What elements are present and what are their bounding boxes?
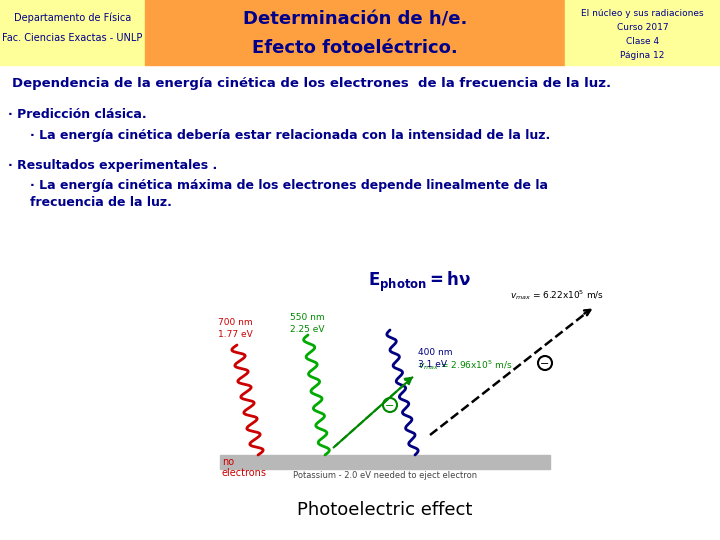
Text: electrons: electrons <box>222 468 267 478</box>
Text: frecuencia de la luz.: frecuencia de la luz. <box>30 195 172 208</box>
Text: El núcleo y sus radiaciones: El núcleo y sus radiaciones <box>581 9 704 17</box>
Text: Fac. Ciencias Exactas - UNLP: Fac. Ciencias Exactas - UNLP <box>2 33 143 43</box>
Text: 550 nm: 550 nm <box>290 313 325 322</box>
Text: Determinación de h/e.: Determinación de h/e. <box>243 11 467 29</box>
Bar <box>565 0 720 65</box>
Text: Departamento de Física: Departamento de Física <box>14 13 131 23</box>
Text: 1.77 eV: 1.77 eV <box>218 330 253 339</box>
Text: no: no <box>222 457 234 467</box>
Text: Clase 4: Clase 4 <box>626 37 659 45</box>
Bar <box>0 0 145 65</box>
Bar <box>220 455 550 469</box>
Text: Página 12: Página 12 <box>621 51 665 59</box>
Text: −: − <box>540 359 549 369</box>
Text: $v_{max}$ = 2.96x10$^5$ m/s: $v_{max}$ = 2.96x10$^5$ m/s <box>418 357 513 372</box>
Text: 700 nm: 700 nm <box>218 318 253 327</box>
Text: $v_{max}$ = 6.22x10$^5$ m/s: $v_{max}$ = 6.22x10$^5$ m/s <box>510 288 604 301</box>
Text: · La energía cinética máxima de los electrones depende linealmente de la: · La energía cinética máxima de los elec… <box>30 179 548 192</box>
Text: Curso 2017: Curso 2017 <box>617 23 668 31</box>
Text: · Predicción clásica.: · Predicción clásica. <box>8 109 147 122</box>
Text: · La energía cinética debería estar relacionada con la intensidad de la luz.: · La energía cinética debería estar rela… <box>30 129 550 141</box>
Text: 3.1 eV: 3.1 eV <box>418 360 447 369</box>
Text: Efecto fotoeléctrico.: Efecto fotoeléctrico. <box>252 39 458 57</box>
Bar <box>145 0 565 65</box>
Text: · Resultados experimentales .: · Resultados experimentales . <box>8 159 217 172</box>
Text: 400 nm: 400 nm <box>418 348 452 357</box>
Text: −: − <box>385 401 395 411</box>
Text: Photoelectric effect: Photoelectric effect <box>297 501 473 519</box>
Text: Potassium - 2.0 eV needed to eject electron: Potassium - 2.0 eV needed to eject elect… <box>293 471 477 481</box>
Text: Dependencia de la energía cinética de los electrones  de la frecuencia de la luz: Dependencia de la energía cinética de lo… <box>12 77 611 90</box>
Text: 2.25 eV: 2.25 eV <box>290 325 325 334</box>
Text: $\mathbf{E_{photon}}$$\mathbf{ = h\nu}$: $\mathbf{E_{photon}}$$\mathbf{ = h\nu}$ <box>369 270 472 294</box>
